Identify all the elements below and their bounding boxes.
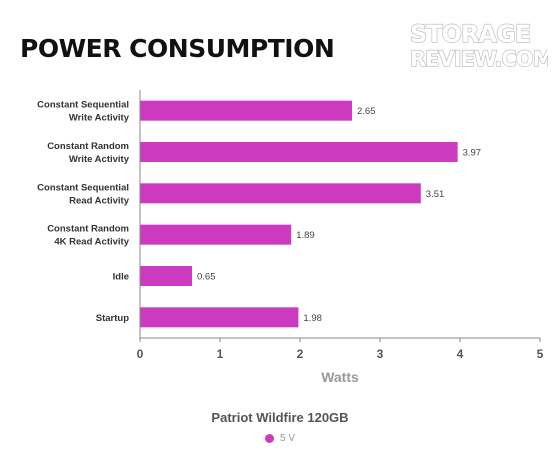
- value-label-5: 1.98: [303, 313, 322, 324]
- ticks-layer: 0 1 2 3 4 5: [137, 338, 544, 361]
- bar-2[interactable]: [140, 183, 421, 204]
- logo-line-1: STORAGE: [410, 20, 530, 48]
- bars-layer: [140, 100, 458, 328]
- tick-label-5: 5: [537, 347, 544, 361]
- tick-label-1: 1: [217, 347, 224, 361]
- tick-label-4: 4: [457, 347, 464, 361]
- labels-layer: 2.65 Constant Sequential Write Activity 3.9…: [37, 100, 481, 324]
- category-label-5: Startup: [96, 313, 129, 324]
- bar-1[interactable]: [140, 142, 458, 162]
- tick-label-3: 3: [377, 347, 384, 361]
- bar-5[interactable]: [140, 307, 299, 328]
- category-label-1: Constant Random Write Activity: [47, 141, 130, 165]
- category-label-2: Constant Sequential Read Activity: [37, 182, 130, 206]
- value-label-3: 1.89: [296, 230, 315, 241]
- legend-label: 5 V: [279, 433, 295, 444]
- value-label-2: 3.51: [426, 189, 445, 200]
- logo-line-2: REVIEW.COM: [410, 47, 548, 71]
- legend: Patriot Wildfire 120GB 5 V: [0, 410, 560, 444]
- legend-title: Patriot Wildfire 120GB: [211, 410, 349, 425]
- storagereview-logo: STORAGE REVIEW.COM: [409, 19, 548, 71]
- x-axis-title: Watts: [321, 369, 359, 385]
- tick-label-2: 2: [297, 347, 304, 361]
- value-label-4: 0.65: [197, 272, 216, 283]
- bar-4[interactable]: [140, 266, 192, 286]
- bar-3[interactable]: [140, 224, 292, 245]
- chart-title: POWER CONSUMPTION: [20, 34, 335, 63]
- legend-swatch: [264, 434, 274, 443]
- category-label-3: Constant Random 4K Read Activity: [47, 224, 130, 248]
- value-label-1: 3.97: [463, 148, 482, 159]
- tick-label-0: 0: [137, 347, 144, 361]
- bar-0[interactable]: [140, 100, 352, 121]
- category-label-0: Constant Sequential Write Activity: [37, 100, 130, 124]
- bar-chart: 2.65 Constant Sequential Write Activity 3.9…: [37, 90, 544, 385]
- legend-entry[interactable]: 5 V: [0, 433, 560, 444]
- value-label-0: 2.65: [357, 106, 376, 117]
- category-label-4: Idle: [113, 272, 129, 283]
